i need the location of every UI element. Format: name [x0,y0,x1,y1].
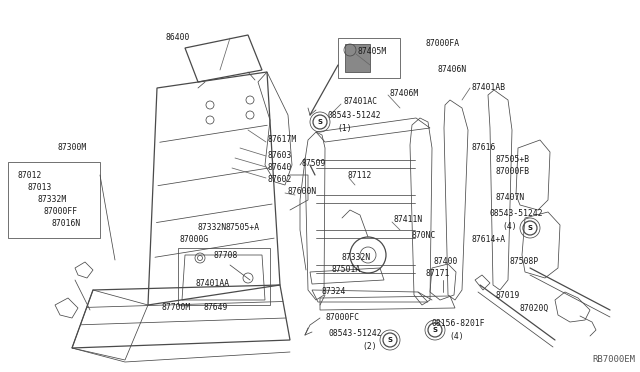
Text: 87401AA: 87401AA [196,279,230,289]
Text: 87016N: 87016N [52,218,81,228]
Text: 87600N: 87600N [287,187,316,196]
Text: 08543-51242: 08543-51242 [328,330,382,339]
Text: 87406N: 87406N [437,65,467,74]
Text: 87332N: 87332N [197,224,227,232]
Text: 87406M: 87406M [390,89,419,97]
Polygon shape [345,44,370,72]
Text: 87013: 87013 [28,183,52,192]
Text: (2): (2) [363,341,378,350]
Text: 87171: 87171 [425,269,449,279]
Text: 87401AC: 87401AC [343,97,377,106]
Text: S: S [387,337,392,343]
Text: 87501A: 87501A [332,266,361,275]
Text: 87649: 87649 [204,302,228,311]
Text: 87602: 87602 [267,174,291,183]
Text: 87617M: 87617M [267,135,296,144]
Text: 87405M: 87405M [358,48,387,57]
Text: 08543-51242: 08543-51242 [489,209,543,218]
Text: 87616: 87616 [471,144,495,153]
Text: 87614+A: 87614+A [472,235,506,244]
Text: 87012: 87012 [18,170,42,180]
Text: S: S [527,225,532,231]
Text: 87000FB: 87000FB [496,167,530,176]
Text: 87700M: 87700M [162,302,191,311]
Text: 87411N: 87411N [394,215,423,224]
Text: 87000FC: 87000FC [326,314,360,323]
Text: 87401AB: 87401AB [472,83,506,93]
Text: 87000FA: 87000FA [425,38,459,48]
Text: 87708: 87708 [214,251,238,260]
Text: (1): (1) [337,124,351,132]
Text: 87019: 87019 [495,292,520,301]
Text: (4): (4) [502,221,516,231]
Text: 870NC: 870NC [411,231,435,241]
Text: 87603: 87603 [267,151,291,160]
Text: 86400: 86400 [165,33,189,42]
Text: S: S [433,327,438,333]
Text: 87400: 87400 [434,257,458,266]
Text: 87020Q: 87020Q [520,304,549,312]
Text: S: S [317,119,323,125]
Text: 87407N: 87407N [496,193,525,202]
Text: 87332M: 87332M [38,195,67,203]
Text: 87000FF: 87000FF [44,206,78,215]
Text: 87300M: 87300M [58,144,87,153]
Text: 08156-8201F: 08156-8201F [431,320,484,328]
Text: 87505+B: 87505+B [496,155,530,164]
Text: 87505+A: 87505+A [226,224,260,232]
Text: 87640: 87640 [267,163,291,171]
Text: RB7000EM: RB7000EM [592,355,635,364]
Text: 87332N: 87332N [342,253,371,263]
Text: 08543-51242: 08543-51242 [328,112,381,121]
Text: 87324: 87324 [321,288,346,296]
Text: 87509: 87509 [302,158,326,167]
Text: 87112: 87112 [347,171,371,180]
Text: 87508P: 87508P [510,257,540,266]
Text: (4): (4) [449,331,463,340]
Text: 87000G: 87000G [180,235,209,244]
